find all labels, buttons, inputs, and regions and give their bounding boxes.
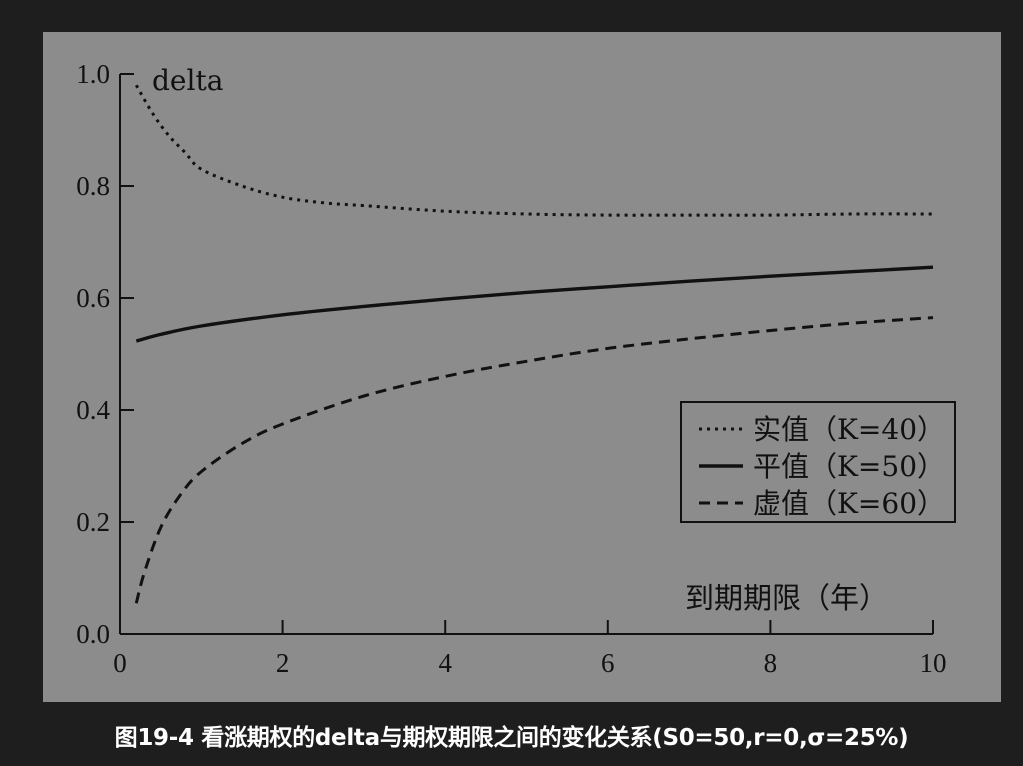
series-itm-line [134,84,934,217]
x-axis-label: 到期期限（年） [685,581,888,615]
x-tick-label: 8 [764,648,778,678]
y-tick-label: 0.6 [76,283,110,313]
legend: 实值（K=40） 平值（K=50） 虚值（K=60） [680,401,956,523]
x-tick-label: 0 [113,648,127,678]
series-atm-line [135,265,934,343]
x-tick-label: 6 [601,648,615,678]
legend-box [680,401,956,523]
x-tick-label: 10 [920,648,947,678]
legend-entry-otm: 虚值（K=60） [753,487,945,520]
y-axis-label: delta [152,64,223,97]
y-tick-label: 0.4 [76,395,110,425]
y-tick-label: 1.0 [76,59,110,89]
legend-entry-atm: 平值（K=50） [753,450,945,483]
delta-chart: 0.00.20.40.60.81.00 2 4 6 8 10 delta 到期期限（年） … [76,59,956,678]
x-tick-label: 2 [276,648,290,678]
legend-entry-itm: 实值（K=40） [753,413,945,446]
x-tick-label: 4 [438,648,452,678]
y-tick-label: 0.0 [76,619,110,649]
y-tick-label: 0.8 [76,171,110,201]
chart-panel: 0.0 0.2 0.4 0.6 0.8 1.0 0 2 4 6 8 10 delta 到期期限（年） … [43,32,1001,702]
figure-caption: 图19-4 看涨期权的delta与期权期限之间的变化关系(S0=50,r=0,σ… [114,725,909,751]
y-tick-label: 0.2 [76,507,110,537]
